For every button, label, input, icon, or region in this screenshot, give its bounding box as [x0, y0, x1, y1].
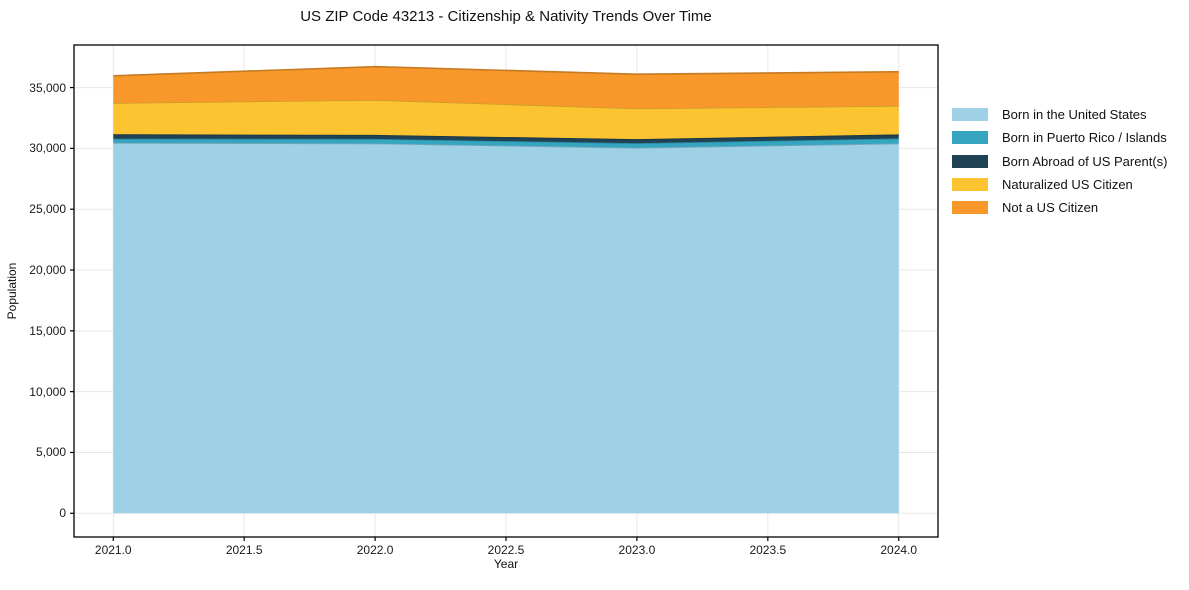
x-tick-label: 2022.5 [487, 543, 525, 557]
chart-title: US ZIP Code 43213 - Citizenship & Nativi… [300, 8, 712, 25]
y-tick-label: 25,000 [29, 202, 66, 217]
legend: Born in the United States Born in Puerto … [952, 103, 1167, 219]
legend-item: Born in Puerto Rico / Islands [952, 126, 1167, 149]
y-tick-label: 15,000 [29, 323, 66, 338]
x-tick-label: 2023.5 [749, 543, 787, 557]
legend-swatch [952, 178, 988, 192]
y-tick-label: 20,000 [29, 263, 66, 278]
legend-swatch [952, 108, 988, 122]
x-tick-label: 2023.0 [618, 543, 656, 557]
y-tick-label: 30,000 [29, 141, 66, 156]
x-axis-label: Year [493, 557, 519, 571]
legend-item: Born in the United States [952, 103, 1167, 126]
area-born-in-the-united-states [113, 142, 899, 514]
area-not-a-us-citizen [113, 66, 899, 109]
legend-swatch [952, 201, 988, 215]
area-naturalized-us-citizen [113, 99, 899, 140]
legend-swatch [952, 131, 988, 145]
legend-item: Not a US Citizen [952, 196, 1167, 219]
x-tick-label: 2024.0 [880, 543, 918, 557]
y-tick-label: 10,000 [29, 384, 66, 399]
y-tick-label: 35,000 [29, 80, 66, 95]
legend-label: Naturalized US Citizen [1002, 177, 1133, 193]
y-tick-label: 5,000 [35, 445, 66, 460]
legend-item: Born Abroad of US Parent(s) [952, 150, 1167, 173]
legend-item: Naturalized US Citizen [952, 173, 1167, 196]
legend-label: Born Abroad of US Parent(s) [1002, 153, 1168, 169]
legend-swatch [952, 154, 988, 168]
x-tick-label: 2021.5 [225, 543, 263, 557]
legend-label: Born in the United States [1002, 107, 1147, 123]
area-born-abroad-of-us-parent-s [113, 134, 899, 144]
legend-label: Born in Puerto Rico / Islands [1002, 130, 1167, 146]
area-edge-not-a-us-citizen [113, 65, 899, 77]
x-tick-label: 2021.0 [94, 543, 132, 557]
y-tick-label: 0 [59, 506, 66, 521]
x-tick-label: 2022.0 [356, 543, 394, 557]
area-born-in-puerto-rico-islands [113, 138, 899, 148]
legend-label: Not a US Citizen [1002, 200, 1099, 216]
